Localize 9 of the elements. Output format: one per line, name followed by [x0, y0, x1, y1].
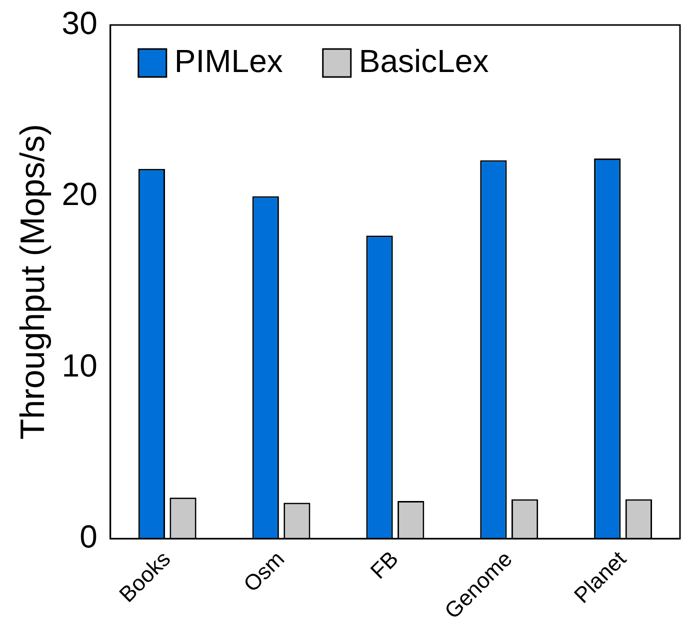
x-tick-label: FB	[365, 546, 404, 584]
y-tick-label: 30	[62, 4, 98, 41]
y-tick-label: 0	[80, 518, 98, 554]
y-tick-label: 10	[62, 347, 98, 384]
y-tick-label: 20	[62, 176, 98, 212]
x-tick-label: Osm	[238, 546, 290, 597]
y-axis-title: Throughput (Mops/s)	[14, 124, 52, 440]
legend-label: BasicLex	[358, 42, 489, 79]
legend-label: PIMLex	[174, 42, 283, 79]
